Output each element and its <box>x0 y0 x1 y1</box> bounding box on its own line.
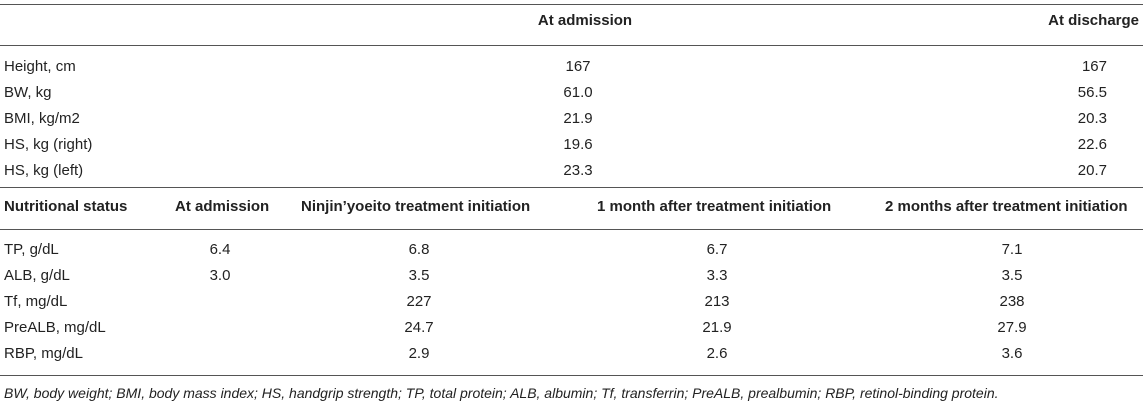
table2-row-label: PreALB, mg/dL <box>4 319 106 336</box>
table2-header-status: Nutritional status <box>4 198 128 215</box>
table2-row-one-month: 6.7 <box>706 241 728 258</box>
table2-row-label: RBP, mg/dL <box>4 345 83 362</box>
table2-row-label: ALB, g/dL <box>4 267 70 284</box>
table2-row-ninjin: 24.7 <box>404 319 434 336</box>
table1-row-label: HS, kg (left) <box>4 162 84 179</box>
table-footnote: BW, body weight; BMI, body mass index; H… <box>4 385 999 401</box>
table1-header-rule <box>0 45 1143 46</box>
table2-row-admission: 3.0 <box>209 267 231 284</box>
table2-header-ninjin: Ninjin’yoeito treatment initiation <box>301 198 531 215</box>
table2-row-admission <box>170 318 270 338</box>
table1-row-discharge: 167 <box>1081 58 1107 75</box>
table1-header-discharge: At discharge <box>1048 12 1139 29</box>
table1-row-admission: 23.3 <box>563 162 593 179</box>
table2-row-ninjin: 6.8 <box>408 241 430 258</box>
table1-row-admission: 167 <box>565 58 591 75</box>
table2-header-rule <box>0 229 1143 230</box>
table2-header-admission: At admission <box>175 198 270 215</box>
table2-header-one-month: 1 month after treatment initiation <box>597 198 832 215</box>
table2-row-two-months: 3.5 <box>1001 267 1023 284</box>
table2-header-two-months: 2 months after treatment initiation <box>885 198 1128 215</box>
table2-row-label: TP, g/dL <box>4 241 59 258</box>
table1-row-admission: 61.0 <box>563 84 593 101</box>
table2-row-ninjin: 3.5 <box>408 267 430 284</box>
table1-row-label: HS, kg (right) <box>4 136 93 153</box>
table2-row-ninjin: 227 <box>406 293 432 310</box>
table1-row-admission: 21.9 <box>563 110 593 127</box>
table1-row-label: BMI, kg/m2 <box>4 110 80 127</box>
table2-top-rule <box>0 187 1143 188</box>
table1-row-discharge: 20.7 <box>1077 162 1107 179</box>
table-bottom-rule <box>0 375 1143 376</box>
table2-row-two-months: 27.9 <box>997 319 1027 336</box>
table2-row-two-months: 7.1 <box>1001 241 1023 258</box>
table2-row-ninjin: 2.9 <box>408 345 430 362</box>
table1-row-discharge: 56.5 <box>1077 84 1107 101</box>
table2-row-one-month: 213 <box>704 293 730 310</box>
table1-row-discharge: 20.3 <box>1077 110 1107 127</box>
table2-row-label: Tf, mg/dL <box>4 293 68 310</box>
table1-row-admission: 19.6 <box>563 136 593 153</box>
table2-row-admission: 6.4 <box>209 241 231 258</box>
table1-row-label: Height, cm <box>4 58 76 75</box>
table2-row-one-month: 3.3 <box>706 267 728 284</box>
table2-row-admission <box>170 292 270 312</box>
table2-row-two-months: 3.6 <box>1001 345 1023 362</box>
table2-row-admission <box>170 344 270 364</box>
table1-row-discharge: 22.6 <box>1077 136 1107 153</box>
table2-row-one-month: 21.9 <box>702 319 732 336</box>
table2-row-two-months: 238 <box>999 293 1025 310</box>
table2-row-one-month: 2.6 <box>706 345 728 362</box>
table1-row-label: BW, kg <box>4 84 52 101</box>
table1-header-admission: At admission <box>537 12 633 29</box>
top-rule <box>0 4 1143 5</box>
